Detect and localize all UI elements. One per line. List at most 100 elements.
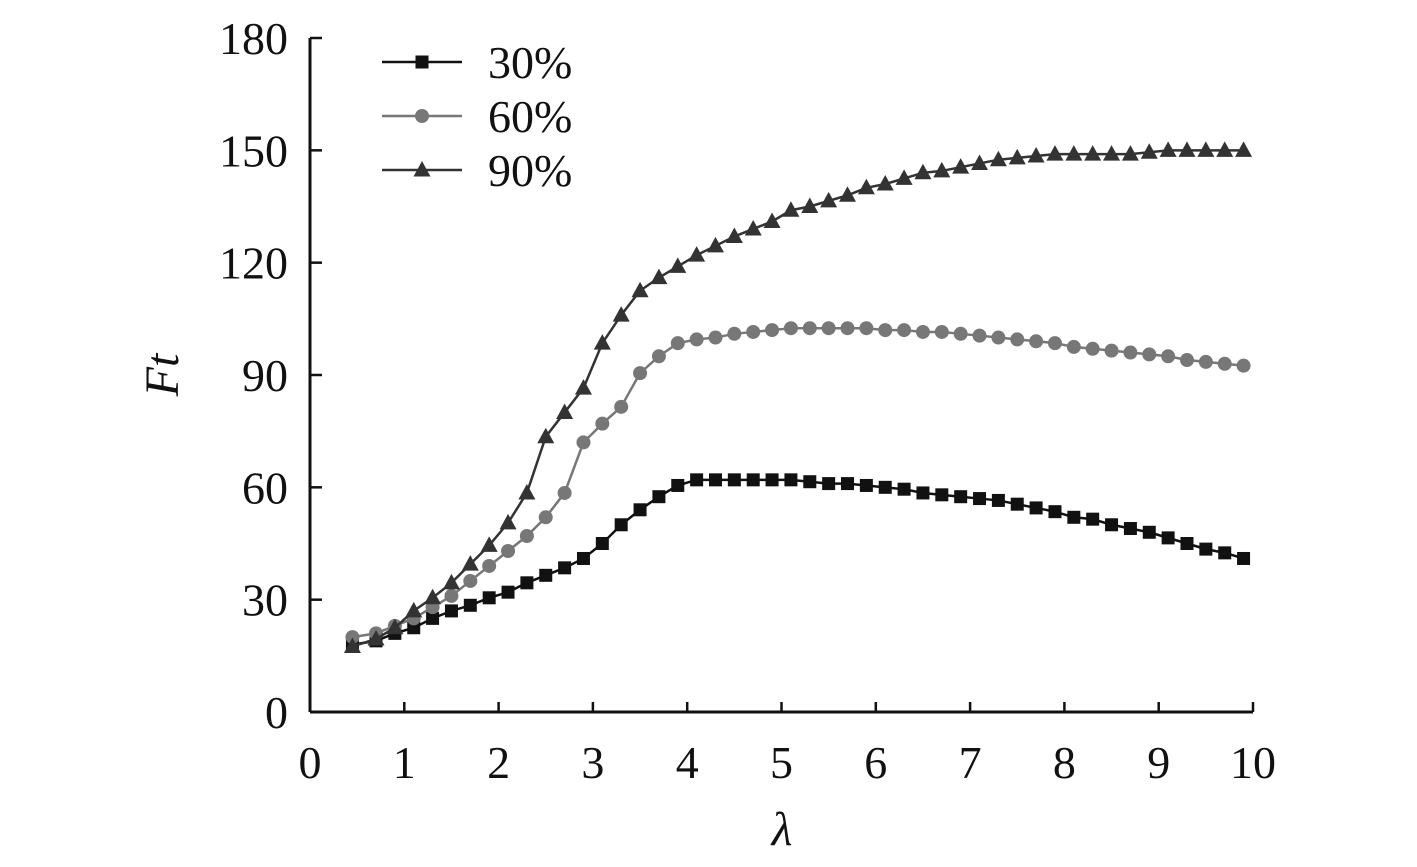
data-point	[878, 323, 893, 338]
data-point	[1103, 145, 1121, 161]
data-point	[897, 482, 911, 496]
data-point	[1198, 354, 1213, 369]
data-point	[614, 518, 628, 532]
data-point	[1159, 141, 1177, 157]
data-point	[859, 478, 873, 492]
data-point	[803, 475, 817, 489]
x-tick-label: 8	[1053, 737, 1076, 788]
data-point	[1085, 341, 1100, 356]
data-point	[538, 510, 553, 525]
data-point	[973, 492, 987, 506]
data-point	[689, 332, 704, 347]
x-tick-label: 10	[1230, 737, 1276, 788]
y-axis-label: Ft	[136, 352, 189, 397]
data-point	[744, 219, 762, 236]
data-point	[501, 585, 515, 599]
data-point	[1140, 143, 1158, 159]
legend-item: 90%	[382, 145, 572, 196]
data-point	[576, 551, 590, 565]
series-90%	[343, 141, 1253, 653]
legend-item: 30%	[382, 37, 572, 88]
x-tick-label: 9	[1147, 737, 1170, 788]
data-point	[669, 257, 687, 273]
legend-label: 90%	[488, 145, 572, 196]
data-point	[633, 503, 647, 517]
data-point	[405, 601, 423, 618]
x-tick-label: 5	[770, 737, 793, 788]
y-tick-label: 0	[265, 687, 288, 738]
y-tick-label: 150	[219, 125, 288, 176]
data-point	[1161, 531, 1175, 545]
data-point	[971, 154, 989, 170]
data-point	[518, 483, 536, 500]
data-point	[482, 558, 497, 573]
data-point	[520, 576, 534, 590]
data-point	[426, 611, 440, 625]
data-point	[708, 330, 723, 345]
legend: 30%60%90%	[382, 37, 572, 196]
data-point	[652, 490, 666, 504]
data-point	[952, 158, 970, 174]
data-point	[1086, 512, 1100, 526]
data-point	[859, 321, 874, 336]
data-point	[727, 473, 741, 487]
data-point	[914, 163, 932, 180]
data-point	[345, 630, 360, 645]
data-point	[463, 573, 478, 588]
data-point	[367, 629, 385, 646]
data-point	[593, 334, 611, 350]
data-point	[480, 536, 498, 552]
y-tick-label: 30	[242, 575, 288, 626]
data-point	[386, 618, 404, 635]
data-point	[821, 321, 836, 336]
data-point	[424, 588, 442, 605]
data-point	[972, 328, 987, 343]
data-point	[651, 349, 666, 364]
data-point	[1046, 145, 1064, 161]
data-point	[501, 543, 516, 558]
data-point	[1179, 353, 1194, 368]
data-point	[1010, 332, 1025, 347]
data-point	[442, 573, 460, 590]
data-point	[690, 473, 704, 487]
data-point	[765, 323, 780, 338]
data-point	[1010, 497, 1024, 511]
x-tick-label: 7	[959, 737, 982, 788]
data-point	[519, 529, 534, 544]
data-point	[1027, 146, 1045, 163]
data-point	[1199, 542, 1213, 556]
data-point	[1216, 141, 1234, 157]
data-point	[444, 604, 458, 618]
data-point	[820, 191, 838, 208]
data-point	[840, 321, 855, 336]
data-point	[670, 336, 685, 351]
data-point	[989, 150, 1007, 167]
data-point	[1237, 551, 1251, 565]
data-point	[461, 555, 479, 571]
legend-marker	[415, 55, 429, 69]
data-point	[576, 435, 591, 450]
data-point	[765, 473, 779, 487]
data-point	[612, 306, 630, 322]
data-point	[784, 473, 798, 487]
data-point	[1142, 525, 1156, 539]
data-point	[822, 477, 836, 491]
data-point	[1029, 501, 1043, 515]
x-tick-label: 6	[864, 737, 887, 788]
data-point	[801, 197, 819, 213]
data-point	[876, 175, 894, 191]
data-point	[557, 485, 572, 500]
data-point	[1217, 356, 1232, 371]
data-point	[954, 490, 968, 504]
data-point	[1065, 145, 1083, 161]
data-point	[934, 324, 949, 339]
y-tick-label: 60	[242, 462, 288, 513]
data-point	[1067, 510, 1081, 524]
data-point	[482, 591, 496, 605]
x-tick-label: 4	[676, 737, 699, 788]
legend-marker	[413, 161, 431, 177]
legend-label: 30%	[488, 37, 572, 88]
data-point	[537, 427, 555, 444]
data-point	[1066, 339, 1081, 354]
data-point	[783, 321, 798, 336]
